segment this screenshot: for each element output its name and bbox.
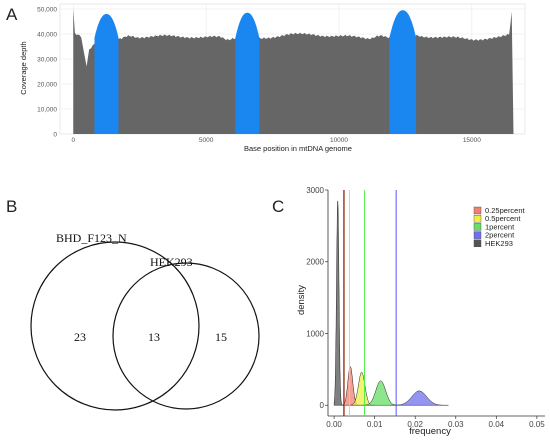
coverage-y-tick-label: 0 — [53, 131, 57, 138]
density-x-axis-title: frequency — [409, 426, 451, 437]
legend-label-1percent: 1percent — [485, 222, 515, 231]
coverage-x-tick-label: 5000 — [199, 137, 214, 144]
panel-a-letter: A — [6, 5, 18, 24]
venn-left-only-count: 23 — [74, 330, 86, 344]
legend-swatch-HEK293 — [473, 239, 482, 248]
density-curve-2percent — [390, 390, 449, 406]
venn-circle-right — [112, 262, 260, 410]
panel-c-letter: C — [272, 197, 284, 216]
coverage-x-tick-label: 15000 — [463, 137, 481, 144]
density-x-tick-label: 0.03 — [448, 420, 464, 429]
legend-swatch-0.5percent — [473, 214, 482, 223]
density-x-tick-label: 0.02 — [407, 420, 423, 429]
legend-swatch-2percent — [473, 231, 482, 239]
venn-intersection-count: 13 — [148, 330, 160, 344]
venn-diagram: BHD_F123_N HEK293 23 13 15 — [30, 231, 260, 411]
coverage-x-tick-label: 10000 — [330, 137, 348, 144]
density-curves — [333, 200, 449, 406]
legend-swatch-1percent — [473, 223, 482, 231]
venn-set-left-label: BHD_F123_N — [56, 231, 127, 245]
coverage-y-tick-label: 20,000 — [37, 81, 57, 88]
density-chart: 0.00 0.01 0.02 0.03 0.04 0.05 0 1000 2000 3000 0… — [296, 186, 545, 437]
venn-set-right-label: HEK293 — [150, 255, 193, 269]
coverage-areas — [73, 9, 514, 134]
density-y-ticks: 0 1000 2000 3000 — [306, 186, 328, 410]
density-y-axis-title: density — [296, 285, 307, 315]
density-y-tick-label: 0 — [320, 401, 325, 410]
coverage-chart: 0 5000 10000 15000 0 10,000 20,000 30,000 40,00… — [19, 3, 526, 153]
highlight-region-3 — [389, 10, 417, 134]
density-x-ticks: 0.00 0.01 0.02 0.03 0.04 0.05 — [326, 416, 545, 429]
legend-label-HEK293: HEK293 — [485, 239, 513, 248]
coverage-x-axis-title: Base position in mtDNA genome — [244, 144, 352, 153]
coverage-y-axis-title: Coverage depth — [19, 41, 28, 94]
density-curve-HEK293 — [333, 200, 344, 406]
legend-label-0.5percent: 0.5percent — [485, 214, 521, 223]
density-y-tick-label: 3000 — [306, 186, 324, 195]
density-legend: 0.25percent0.5percent1percent2percentHEK… — [473, 206, 526, 248]
coverage-y-ticks: 0 10,000 20,000 30,000 40,000 50,000 — [37, 6, 57, 138]
coverage-x-tick-label: 0 — [71, 137, 75, 144]
coverage-x-ticks: 0 5000 10000 15000 — [71, 137, 481, 144]
density-x-tick-label: 0.00 — [326, 420, 342, 429]
highlight-region-2 — [235, 12, 260, 134]
legend-label-0.25percent: 0.25percent — [485, 206, 526, 215]
coverage-y-tick-label: 30,000 — [37, 56, 57, 63]
density-mean-lines — [343, 190, 397, 416]
coverage-y-tick-label: 50,000 — [37, 6, 57, 13]
density-y-tick-label: 2000 — [306, 258, 324, 267]
density-curve-1percent — [361, 380, 401, 406]
density-x-tick-label: 0.04 — [489, 420, 505, 429]
venn-circle-left — [30, 241, 200, 411]
venn-right-only-count: 15 — [215, 330, 227, 344]
coverage-y-tick-label: 40,000 — [37, 31, 57, 38]
highlight-region-1 — [94, 14, 119, 134]
density-x-tick-label: 0.01 — [367, 420, 383, 429]
coverage-y-tick-label: 10,000 — [37, 106, 57, 113]
panel-b-letter: B — [6, 197, 17, 216]
legend-swatch-0.25percent — [473, 206, 482, 215]
density-x-tick-label: 0.05 — [529, 420, 545, 429]
legend-label-2percent: 2percent — [485, 231, 515, 240]
density-y-tick-label: 1000 — [306, 329, 324, 338]
